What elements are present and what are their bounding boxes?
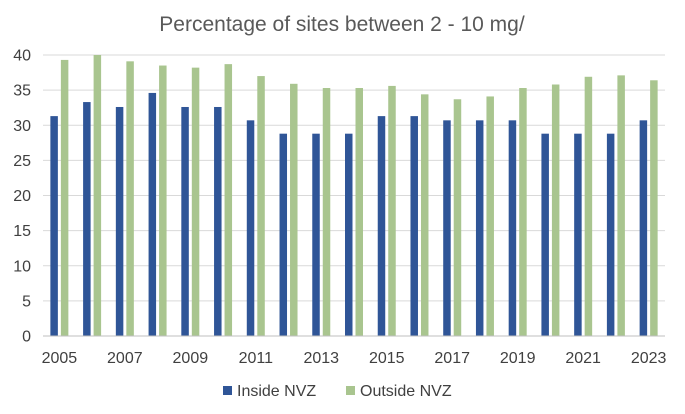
bar-outside-nvz-2018 [486, 96, 494, 336]
chart-title: Percentage of sites between 2 - 10 mg/ [159, 13, 525, 36]
y-tick-label: 40 [13, 48, 31, 65]
x-axis-ticks: 2005 2007 2009 2011 2013 2015 2017 2019 2021 2023 [42, 350, 667, 367]
bar-inside-nvz-2012 [279, 133, 288, 336]
bar-outside-nvz-2007 [126, 61, 134, 336]
x-tick-label: 2015 [369, 350, 405, 367]
legend: Inside NVZ Outside NVZ [223, 383, 452, 400]
y-axis-ticks: 0 5 10 15 20 25 30 35 40 [13, 48, 31, 346]
y-tick-label: 30 [13, 118, 31, 135]
bar-inside-nvz-2007 [115, 106, 124, 336]
bar-outside-nvz-2016 [420, 94, 429, 336]
x-tick-label: 2021 [565, 350, 601, 367]
y-tick-label: 15 [13, 223, 31, 240]
bar-inside-nvz-2009 [181, 106, 189, 336]
x-tick-label: 2019 [500, 350, 536, 367]
bar-outside-nvz-2022 [617, 75, 625, 336]
bar-inside-nvz-2018 [475, 120, 484, 337]
x-tick-label: 2013 [303, 350, 339, 367]
legend-label: Outside NVZ [360, 383, 452, 400]
bar-outside-nvz-2015 [388, 85, 396, 336]
gridlines [43, 54, 665, 302]
bar-inside-nvz-2019 [508, 120, 517, 337]
x-tick-label: 2005 [42, 350, 78, 367]
bar-inside-nvz-2020 [541, 133, 549, 336]
legend-label: Inside NVZ [237, 383, 316, 400]
y-tick-label: 0 [22, 329, 31, 346]
bar-inside-nvz-2013 [312, 133, 320, 336]
bar-outside-nvz-2008 [159, 65, 167, 336]
bar-inside-nvz-2010 [214, 106, 222, 336]
bar-inside-nvz-2014 [345, 133, 353, 336]
bar-outside-nvz-2023 [650, 80, 658, 336]
y-tick-label: 5 [22, 293, 31, 310]
y-tick-label: 20 [13, 188, 31, 205]
bar-inside-nvz-2023 [639, 120, 648, 337]
bar-inside-nvz-2015 [377, 116, 386, 337]
y-tick-label: 10 [13, 258, 31, 275]
bar-outside-nvz-2013 [322, 88, 331, 336]
bar-outside-nvz-2012 [290, 83, 298, 337]
bar-outside-nvz-2005 [60, 59, 69, 336]
x-tick-label: 2023 [631, 350, 667, 367]
y-tick-label: 35 [13, 83, 31, 100]
bar-outside-nvz-2011 [257, 76, 265, 336]
legend-swatch [223, 386, 232, 395]
x-tick-label: 2007 [107, 350, 143, 367]
bar-inside-nvz-2005 [50, 116, 58, 337]
bar-outside-nvz-2017 [453, 99, 462, 336]
bar-inside-nvz-2016 [410, 116, 418, 337]
x-tick-label: 2017 [434, 350, 470, 367]
bars [50, 55, 658, 337]
bar-inside-nvz-2017 [443, 120, 451, 337]
bar-inside-nvz-2006 [83, 102, 91, 336]
legend-swatch [346, 386, 355, 395]
x-tick-label: 2011 [239, 350, 274, 367]
bar-inside-nvz-2021 [574, 133, 582, 336]
bar-outside-nvz-2021 [584, 76, 593, 336]
bar-outside-nvz-2014 [355, 88, 363, 336]
bar-outside-nvz-2010 [224, 64, 233, 336]
x-tick-label: 2009 [173, 350, 209, 367]
bar-outside-nvz-2009 [191, 67, 200, 337]
bar-outside-nvz-2019 [519, 88, 527, 336]
bar-outside-nvz-2020 [551, 84, 560, 336]
bar-inside-nvz-2008 [148, 92, 157, 336]
bar-inside-nvz-2022 [606, 133, 615, 336]
bar-outside-nvz-2006 [93, 55, 102, 336]
bar-inside-nvz-2011 [246, 120, 255, 337]
y-tick-label: 25 [13, 153, 31, 170]
